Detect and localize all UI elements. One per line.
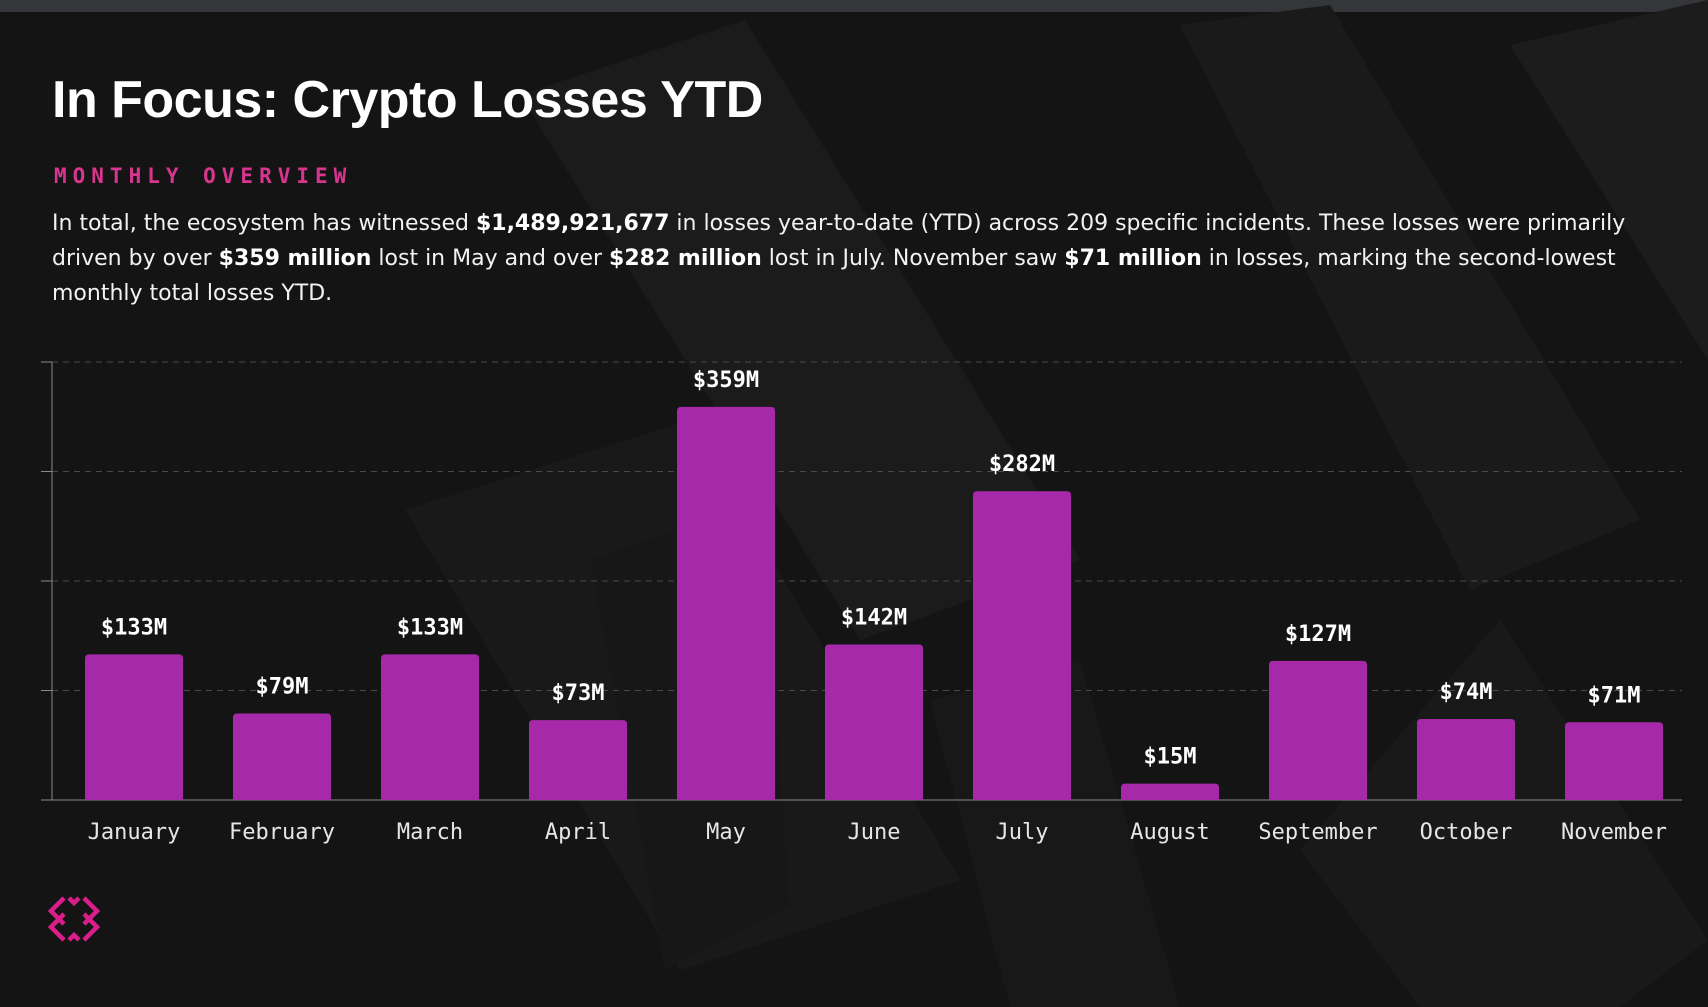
summary-text: In total, the ecosystem has witnessed <box>52 211 476 236</box>
data-label: $142M <box>841 606 907 631</box>
summary-text: lost in May and over <box>371 246 610 271</box>
bar-march <box>381 654 479 800</box>
section-subtitle: MONTHLY OVERVIEW <box>54 164 353 188</box>
x-tick-label: March <box>397 820 463 845</box>
bar-july <box>973 491 1071 800</box>
x-tick-label: September <box>1258 820 1377 845</box>
x-tick-label: January <box>88 820 181 845</box>
top-strip <box>0 0 1708 12</box>
data-label: $71M <box>1588 683 1641 708</box>
data-label: $282M <box>989 452 1055 477</box>
summary-text: in losses, marking the second-lowest mon… <box>52 246 1616 306</box>
summary-text: in losses year-to-date (YTD) across 209 … <box>52 211 1626 271</box>
data-label: $133M <box>101 615 167 640</box>
summary-july-losses: $282 million <box>609 246 762 271</box>
data-label: $79M <box>256 674 309 699</box>
x-tick-label: May <box>706 820 746 845</box>
data-label: $359M <box>693 368 759 393</box>
summary-november-losses: $71 million <box>1064 246 1202 271</box>
data-label: $15M <box>1144 745 1197 770</box>
bar-november <box>1565 722 1663 800</box>
data-label: $127M <box>1285 622 1351 647</box>
bar-january <box>85 654 183 800</box>
x-tick-label: July <box>996 820 1049 845</box>
x-tick-label: November <box>1561 820 1667 845</box>
bar-june <box>825 644 923 800</box>
page-title: In Focus: Crypto Losses YTD <box>52 71 763 129</box>
bar-february <box>233 713 331 800</box>
data-label: $74M <box>1440 680 1493 705</box>
bar-september <box>1269 660 1367 800</box>
summary-may-losses: $359 million <box>218 246 372 271</box>
data-label: $73M <box>552 681 605 706</box>
bar-august <box>1121 783 1219 800</box>
x-tick-label: August <box>1130 820 1209 845</box>
summary-paragraph: In total, the ecosystem has witnessed $1… <box>52 206 1662 311</box>
x-tick-label: February <box>229 820 335 845</box>
data-label: $133M <box>397 615 463 640</box>
summary-text: lost in July. November saw <box>761 246 1065 271</box>
x-tick-label: October <box>1420 820 1513 845</box>
bar-april <box>529 720 627 800</box>
summary-total-losses: $1,489,921,677 <box>475 211 670 236</box>
brand-logo-icon <box>47 896 101 942</box>
bar-october <box>1417 718 1515 800</box>
bar-may <box>677 406 775 800</box>
x-tick-label: June <box>848 820 901 845</box>
x-tick-label: April <box>545 820 611 845</box>
